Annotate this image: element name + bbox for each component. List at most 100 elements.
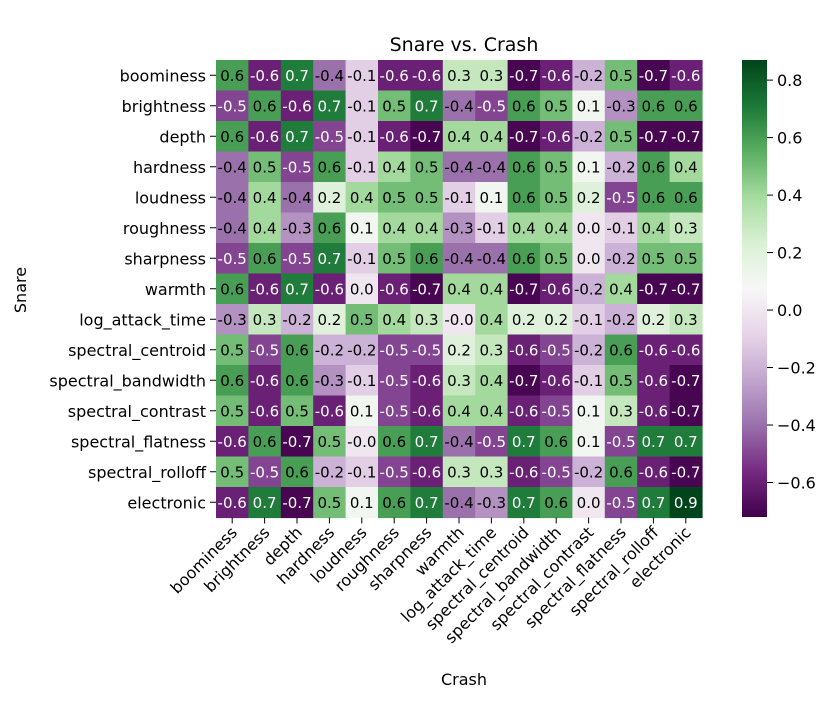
cell-value-label: 0.6 bbox=[512, 158, 536, 176]
cell-value-label: -0.4 bbox=[444, 250, 473, 268]
heatmap-cell bbox=[410, 212, 444, 244]
heatmap-cell bbox=[669, 395, 703, 427]
cell-value-label: 0.7 bbox=[674, 433, 698, 451]
x-axis-label: Crash bbox=[441, 670, 487, 689]
heatmap-cell bbox=[216, 365, 249, 397]
cell-value-label: 0.1 bbox=[350, 402, 374, 420]
heatmap-cell bbox=[669, 60, 703, 92]
cell-value-label: 0.4 bbox=[253, 189, 277, 207]
cell-value-label: -0.4 bbox=[444, 433, 473, 451]
cell-value-label: -0.0 bbox=[444, 311, 473, 329]
heatmap-cell bbox=[507, 243, 541, 275]
heatmap-cell bbox=[280, 395, 314, 427]
heatmap-cell bbox=[378, 273, 411, 305]
heatmap-cell bbox=[540, 60, 573, 92]
heatmap-cell bbox=[540, 212, 573, 244]
cell-value-label: -0.2 bbox=[315, 463, 344, 481]
heatmap-cell bbox=[637, 90, 671, 122]
heatmap-cell bbox=[280, 182, 314, 214]
heatmap-cell bbox=[216, 243, 249, 275]
cell-value-label: 0.0 bbox=[577, 250, 601, 268]
cell-value-label: 0.6 bbox=[253, 250, 277, 268]
heatmap-cell bbox=[540, 90, 573, 122]
heatmap-cell bbox=[604, 365, 638, 397]
y-tick-label: log_attack_time bbox=[79, 310, 206, 330]
cell-value-label: -0.6 bbox=[542, 67, 571, 85]
y-tick-label: brightness bbox=[122, 97, 206, 116]
heatmap-cell bbox=[637, 151, 671, 183]
cell-value-label: 0.4 bbox=[382, 311, 406, 329]
cell-value-label: -0.1 bbox=[347, 67, 376, 85]
heatmap-cell bbox=[248, 304, 282, 336]
heatmap-cell bbox=[345, 456, 379, 488]
heatmap-cell bbox=[216, 334, 249, 366]
cell-value-label: -0.1 bbox=[347, 158, 376, 176]
heatmap-cell bbox=[216, 60, 249, 92]
colorbar-tick-label: 0.0 bbox=[777, 301, 802, 320]
cell-value-label: 0.5 bbox=[544, 250, 568, 268]
cell-value-label: 0.5 bbox=[382, 250, 406, 268]
heatmap-cell bbox=[378, 212, 411, 244]
heatmap-cell bbox=[669, 304, 703, 336]
heatmap-cell bbox=[410, 334, 444, 366]
cell-value-label: -0.7 bbox=[639, 280, 668, 298]
cell-value-label: 0.4 bbox=[253, 219, 277, 237]
cell-value-label: -0.1 bbox=[347, 97, 376, 115]
heatmap-cell bbox=[669, 456, 703, 488]
cell-value-label: 0.6 bbox=[641, 189, 665, 207]
heatmap-cell bbox=[507, 334, 541, 366]
chart-title: Snare vs. Crash bbox=[390, 34, 539, 56]
cell-value-label: -0.4 bbox=[218, 189, 247, 207]
y-tick-label: spectral_bandwidth bbox=[49, 371, 206, 391]
heatmap-cell bbox=[410, 487, 444, 519]
heatmap-cell bbox=[280, 365, 314, 397]
colorbar-tick-label: 0.6 bbox=[777, 129, 802, 148]
cell-value-label: -0.5 bbox=[542, 341, 571, 359]
cell-value-label: -0.2 bbox=[282, 311, 311, 329]
heatmap-cell bbox=[248, 90, 282, 122]
cell-value-label: 0.6 bbox=[609, 341, 633, 359]
cell-value-label: -0.7 bbox=[671, 372, 700, 390]
x-axis-ticks: boominessbrightnessdepthhardnessloudness… bbox=[166, 517, 695, 648]
cell-value-label: 0.7 bbox=[285, 280, 309, 298]
heatmap-cell bbox=[540, 243, 573, 275]
heatmap-cell bbox=[604, 243, 638, 275]
cell-value-label: 0.6 bbox=[382, 494, 406, 512]
cell-value-label: -0.7 bbox=[671, 463, 700, 481]
cell-value-label: -0.6 bbox=[315, 402, 344, 420]
heatmap-cell bbox=[248, 273, 282, 305]
cell-value-label: 0.1 bbox=[577, 158, 601, 176]
heatmap-cell bbox=[345, 487, 379, 519]
heatmap-cell bbox=[313, 182, 347, 214]
cell-value-label: 0.4 bbox=[479, 280, 503, 298]
cell-value-label: -0.4 bbox=[444, 97, 473, 115]
heatmap-cell bbox=[604, 304, 638, 336]
cell-value-label: -0.6 bbox=[671, 67, 700, 85]
cell-value-label: -0.6 bbox=[218, 494, 247, 512]
heatmap-cell bbox=[637, 273, 671, 305]
heatmap-cell bbox=[313, 456, 347, 488]
cell-value-label: 0.2 bbox=[577, 189, 601, 207]
cell-value-label: -0.6 bbox=[282, 97, 311, 115]
cell-value-label: 0.4 bbox=[609, 280, 633, 298]
cell-value-label: 0.5 bbox=[220, 402, 244, 420]
heatmap-cell bbox=[507, 304, 541, 336]
cell-value-label: -0.5 bbox=[315, 128, 344, 146]
cell-value-label: -0.7 bbox=[509, 67, 538, 85]
heatmap-cell bbox=[442, 182, 476, 214]
heatmap-cell bbox=[604, 456, 638, 488]
cell-value-label: 0.3 bbox=[609, 402, 633, 420]
cell-value-label: -0.3 bbox=[477, 494, 506, 512]
cell-value-label: -0.6 bbox=[218, 433, 247, 451]
cell-value-label: -0.3 bbox=[282, 219, 311, 237]
colorbar: 0.8 0.6 0.4 0.2 0.0 −0.2 −0.4 −0.6 bbox=[742, 60, 816, 517]
y-tick-label: boominess bbox=[120, 66, 206, 85]
heatmap-cell bbox=[475, 334, 509, 366]
y-tick-label: spectral_rolloff bbox=[88, 463, 207, 483]
heatmap-cell bbox=[378, 90, 411, 122]
cell-value-label: -0.6 bbox=[380, 67, 409, 85]
heatmap-cell bbox=[669, 90, 703, 122]
heatmap-cell bbox=[216, 456, 249, 488]
cell-value-label: -0.6 bbox=[639, 341, 668, 359]
heatmap-cell bbox=[475, 121, 509, 153]
